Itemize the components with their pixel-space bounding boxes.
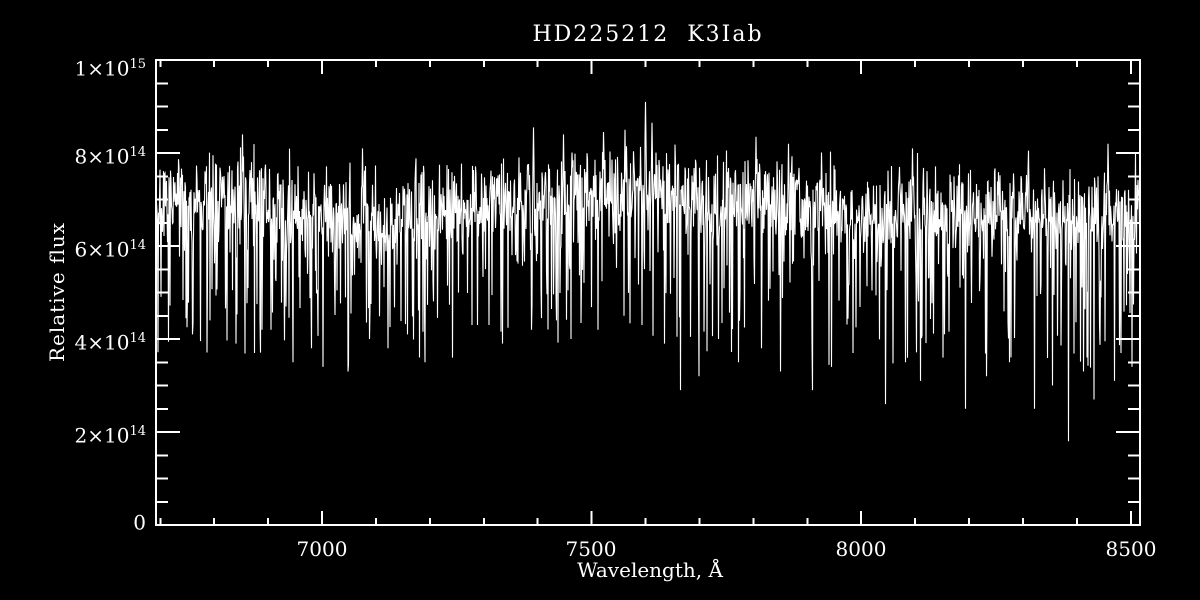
x-tick-label-7500: 7500 — [565, 537, 617, 561]
y-tick-mantissa: 1×10 — [74, 56, 130, 81]
y-tick-exponent: 14 — [129, 145, 146, 160]
chart-title: HD225212 K3Iab — [532, 22, 764, 47]
y-tick-exponent: 14 — [129, 331, 146, 346]
y-tick-label-4e14: 4×1014 — [0, 327, 146, 355]
x-tick-label-8500: 8500 — [1105, 537, 1157, 561]
x-tick-label-7000: 7000 — [296, 537, 348, 561]
y-tick-exponent: 14 — [129, 238, 146, 253]
y-tick-label-2e14: 2×1014 — [0, 420, 146, 448]
x-axis-label: Wavelength, Å — [577, 558, 723, 582]
y-tick-mantissa: 8×10 — [74, 144, 130, 169]
y-tick-mantissa: 4×10 — [74, 330, 130, 355]
y-tick-label-8e14: 8×1014 — [0, 141, 146, 169]
y-tick-label-0: 0 — [0, 507, 146, 535]
y-tick-label-6e14: 6×1014 — [0, 234, 146, 262]
y-tick-mantissa: 2×10 — [74, 423, 130, 448]
y-tick-exponent: 14 — [129, 424, 146, 439]
y-tick-mantissa: 6×10 — [74, 237, 130, 262]
x-tick-label-8000: 8000 — [835, 537, 887, 561]
y-tick-label-1e15: 1×1015 — [0, 53, 146, 81]
y-tick-mantissa: 0 — [133, 510, 146, 535]
y-tick-exponent: 15 — [129, 57, 146, 72]
